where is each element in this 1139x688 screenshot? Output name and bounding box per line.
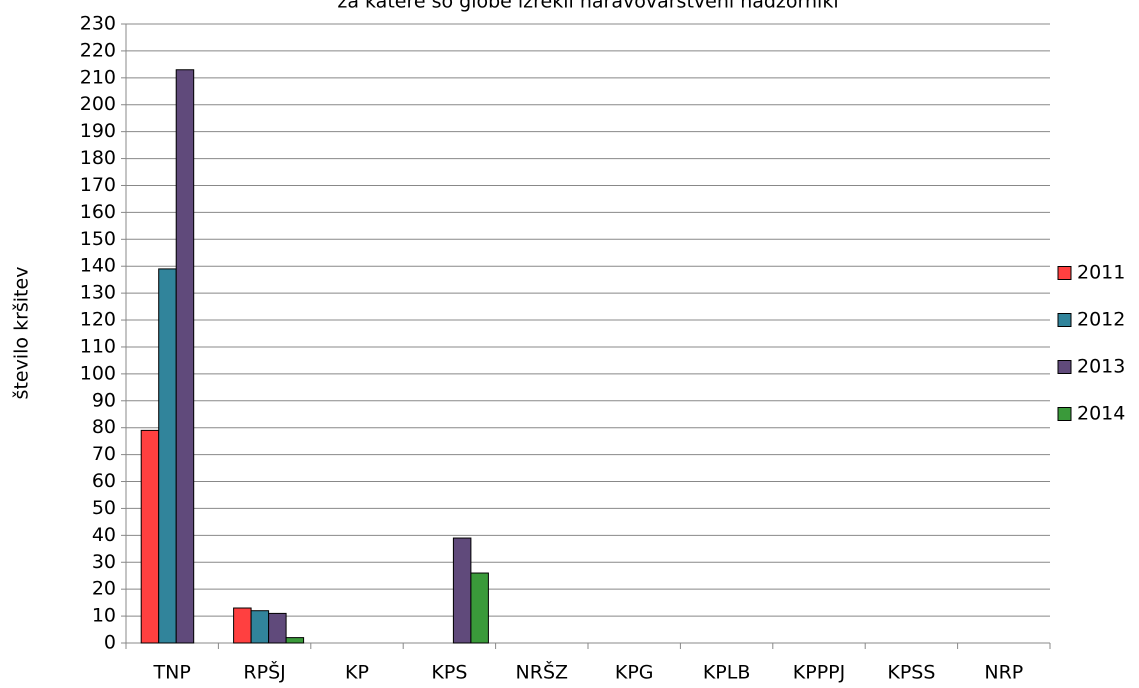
y-tick-label: 170 [80,174,116,196]
y-tick-label: 120 [80,309,116,331]
legend-swatch [1057,313,1072,327]
x-tick-label: KPSS [887,662,935,684]
legend-label: 2012 [1077,309,1125,331]
legend-swatch [1057,407,1072,421]
y-tick-label: 130 [80,282,116,304]
x-tick-label: NRŠZ [516,660,569,684]
y-tick-label: 150 [80,228,116,250]
y-tick-label: 180 [80,147,116,169]
legend-swatch [1057,360,1072,374]
y-tick-label: 110 [80,335,116,357]
y-tick-label: 10 [92,605,116,627]
x-tick-label: TNP [153,662,191,684]
bar [268,612,287,644]
bar [470,572,489,644]
y-tick-label: 160 [80,201,116,223]
x-tick-label: KP [345,662,369,684]
y-tick-label: 100 [80,362,116,384]
x-tick-label: NRP [984,662,1023,684]
bar [175,69,195,644]
chart-title: za katere so globe izrekli naravovarstve… [337,0,838,13]
y-tick-label: 60 [92,470,116,492]
y-tick-label: 220 [80,39,116,61]
y-tick-label: 30 [92,551,116,573]
x-tick-label: KPPPJ [793,662,845,684]
y-tick-label: 0 [104,632,116,654]
legend-swatch [1057,266,1072,280]
bar [158,268,177,644]
bar [285,637,305,644]
bar [140,429,160,644]
bar [233,607,252,644]
x-tick-label: KPG [615,662,654,684]
y-tick-label: 80 [92,416,116,438]
legend-label: 2014 [1077,403,1125,425]
y-tick-label: 200 [80,93,116,115]
bar [452,537,472,644]
x-tick-label: RPŠJ [243,660,285,684]
x-tick-label: KPS [431,662,467,684]
y-tick-label: 190 [80,120,116,142]
legend-label: 2013 [1077,356,1125,378]
y-tick-label: 230 [80,13,116,35]
y-tick-label: 40 [92,524,116,546]
x-tick-label: KPLB [703,662,751,684]
bar [250,610,270,644]
y-tick-label: 140 [80,255,116,277]
y-tick-label: 210 [80,66,116,88]
y-tick-label: 70 [92,443,116,465]
y-axis-label: število kršitev [11,267,33,400]
y-tick-label: 50 [92,497,116,519]
y-tick-label: 90 [92,389,116,411]
legend-label: 2011 [1077,262,1125,284]
y-tick-label: 20 [92,578,116,600]
